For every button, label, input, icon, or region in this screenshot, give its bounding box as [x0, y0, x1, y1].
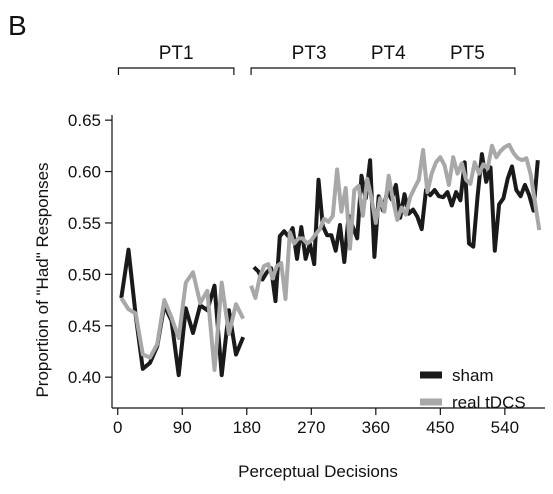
x-tick-label: 360 — [362, 418, 390, 437]
x-tick-label: 0 — [113, 418, 122, 437]
x-tick-label: 180 — [233, 418, 261, 437]
y-tick-label: 0.50 — [68, 265, 101, 284]
phase-label: PT1 — [159, 43, 194, 64]
legend: sham real tDCS — [420, 366, 526, 412]
phase-bracket-2 — [250, 67, 516, 75]
series-line-real-tdcs-segment-1 — [119, 270, 245, 372]
series-line-real-tdcs-segment-2 — [249, 142, 542, 301]
phase-bracket-1 — [117, 67, 235, 75]
y-tick-label: 0.65 — [68, 111, 101, 130]
phase-brackets: PT1 PT3 PT4 PT5 — [117, 43, 516, 75]
y-tick-label: 0.55 — [68, 214, 101, 233]
y-tick-label: 0.60 — [68, 163, 101, 182]
phase-label: PT4 — [371, 43, 406, 64]
y-tick-label: 0.40 — [68, 368, 101, 387]
x-axis: 0 90 180 270 360 450 540 — [112, 407, 545, 437]
x-tick-label: 90 — [173, 418, 192, 437]
x-axis-title: Perceptual Decisions — [238, 462, 398, 481]
x-tick-label: 450 — [426, 418, 454, 437]
panel-label: B — [8, 10, 27, 41]
phase-label: PT3 — [292, 43, 327, 64]
y-axis: 0.40 0.45 0.50 0.55 0.60 0.65 — [68, 111, 113, 408]
plot-area: 0 90 180 270 360 450 540 0.400.450.500.550.600… — [68, 111, 545, 437]
series-line-sham-segment-2 — [252, 152, 540, 304]
y-axis-title: Proportion of "Had" Responses — [33, 162, 52, 397]
y-tick-label: 0.45 — [68, 317, 101, 336]
x-tick-label: 270 — [297, 418, 325, 437]
phase-label: PT5 — [450, 43, 485, 64]
legend-label-sham: sham — [452, 366, 494, 385]
series-layer — [119, 142, 542, 378]
x-tick-label: 540 — [491, 418, 519, 437]
legend-label-real-tdcs: real tDCS — [452, 393, 526, 412]
series-line-sham-segment-1 — [119, 247, 246, 378]
